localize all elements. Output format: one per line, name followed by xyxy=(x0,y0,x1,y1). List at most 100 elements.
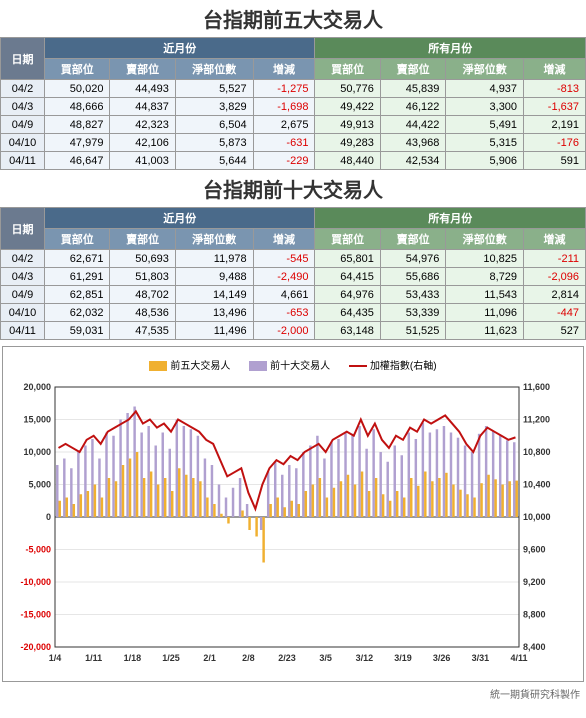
cell: 49,422 xyxy=(315,98,380,116)
cell: 48,536 xyxy=(110,304,175,322)
cell: -631 xyxy=(253,134,315,152)
cell: 42,323 xyxy=(110,116,175,134)
cell: 591 xyxy=(524,152,586,170)
sub-hdr: 增減 xyxy=(524,59,586,80)
table-row: 04/948,82742,3236,5042,67549,91344,4225,… xyxy=(1,116,586,134)
cell: 6,504 xyxy=(175,116,253,134)
sub-hdr: 增減 xyxy=(524,229,586,250)
svg-text:-15,000: -15,000 xyxy=(20,610,51,620)
cell: 48,702 xyxy=(110,286,175,304)
svg-text:3/19: 3/19 xyxy=(394,653,412,663)
cell: 4,937 xyxy=(446,80,524,98)
cell: 42,534 xyxy=(380,152,445,170)
cell: 46,647 xyxy=(45,152,110,170)
svg-text:5,000: 5,000 xyxy=(28,480,51,490)
cell: 5,491 xyxy=(446,116,524,134)
cell: 4,661 xyxy=(253,286,315,304)
cell: 3,300 xyxy=(446,98,524,116)
table-row: 04/262,67150,69311,978-54565,80154,97610… xyxy=(1,250,586,268)
cell: 47,979 xyxy=(45,134,110,152)
table-row: 04/1159,03147,53511,496-2,00063,14851,52… xyxy=(1,322,586,340)
sub-hdr: 賣部位 xyxy=(380,59,445,80)
cell: -211 xyxy=(524,250,586,268)
cell: 11,623 xyxy=(446,322,524,340)
cell: 04/11 xyxy=(1,152,45,170)
sub-hdr: 賣部位 xyxy=(110,229,175,250)
cell: 04/10 xyxy=(1,304,45,322)
svg-text:1/25: 1/25 xyxy=(162,653,180,663)
cell: 43,968 xyxy=(380,134,445,152)
sub-hdr: 賣部位 xyxy=(380,229,445,250)
cell: 48,827 xyxy=(45,116,110,134)
svg-text:8,800: 8,800 xyxy=(523,610,546,620)
table-row: 04/962,85148,70214,1494,66164,97653,4331… xyxy=(1,286,586,304)
legend-s2: 前十大交易人 xyxy=(270,361,330,372)
cell: -653 xyxy=(253,304,315,322)
cell: -2,000 xyxy=(253,322,315,340)
cell: -176 xyxy=(524,134,586,152)
legend: 前五大交易人 前十大交易人 加權指數(右軸) xyxy=(7,351,579,382)
svg-text:3/5: 3/5 xyxy=(319,653,332,663)
svg-text:3/12: 3/12 xyxy=(356,653,374,663)
cell: 04/10 xyxy=(1,134,45,152)
cell: 53,339 xyxy=(380,304,445,322)
svg-text:2/23: 2/23 xyxy=(278,653,296,663)
svg-text:2/1: 2/1 xyxy=(203,653,216,663)
svg-text:2/8: 2/8 xyxy=(242,653,255,663)
cell: 44,493 xyxy=(110,80,175,98)
chart-container: 前五大交易人 前十大交易人 加權指數(右軸) 20,00011,60015,00… xyxy=(2,346,584,682)
cell: 64,435 xyxy=(315,304,380,322)
cell: 53,433 xyxy=(380,286,445,304)
svg-text:-20,000: -20,000 xyxy=(20,642,51,652)
cell: 41,003 xyxy=(110,152,175,170)
cell: 04/2 xyxy=(1,250,45,268)
cell: -2,490 xyxy=(253,268,315,286)
svg-text:0: 0 xyxy=(46,512,51,522)
cell: 48,440 xyxy=(315,152,380,170)
cell: 62,032 xyxy=(45,304,110,322)
cell: 45,839 xyxy=(380,80,445,98)
legend-s1: 前五大交易人 xyxy=(170,361,230,372)
cell: 61,291 xyxy=(45,268,110,286)
cell: 5,315 xyxy=(446,134,524,152)
cell: 51,525 xyxy=(380,322,445,340)
svg-text:-5,000: -5,000 xyxy=(25,545,51,555)
table10-title: 台指期前十大交易人 xyxy=(0,170,586,207)
hdr-near: 近月份 xyxy=(45,38,315,59)
cell: 54,976 xyxy=(380,250,445,268)
cell: 49,913 xyxy=(315,116,380,134)
cell: 04/2 xyxy=(1,80,45,98)
cell: 2,814 xyxy=(524,286,586,304)
sub-hdr: 淨部位數 xyxy=(446,229,524,250)
cell: 5,644 xyxy=(175,152,253,170)
cell: 64,415 xyxy=(315,268,380,286)
cell: 46,122 xyxy=(380,98,445,116)
cell: 64,976 xyxy=(315,286,380,304)
cell: 62,671 xyxy=(45,250,110,268)
cell: 2,191 xyxy=(524,116,586,134)
cell: 44,422 xyxy=(380,116,445,134)
cell: -813 xyxy=(524,80,586,98)
cell: 8,729 xyxy=(446,268,524,286)
svg-text:1/11: 1/11 xyxy=(85,653,102,663)
svg-text:4/11: 4/11 xyxy=(510,653,527,663)
cell: 04/3 xyxy=(1,98,45,116)
svg-text:10,000: 10,000 xyxy=(23,447,51,457)
cell: 04/3 xyxy=(1,268,45,286)
svg-text:10,000: 10,000 xyxy=(523,512,551,522)
cell: 04/11 xyxy=(1,322,45,340)
cell: 11,096 xyxy=(446,304,524,322)
footer: 統一期貨研究科製作 xyxy=(0,684,586,703)
cell: 11,543 xyxy=(446,286,524,304)
cell: 5,873 xyxy=(175,134,253,152)
sub-hdr: 淨部位數 xyxy=(175,59,253,80)
sub-hdr: 買部位 xyxy=(315,59,380,80)
sub-hdr: 買部位 xyxy=(45,59,110,80)
cell: 13,496 xyxy=(175,304,253,322)
hdr-date: 日期 xyxy=(1,38,45,80)
sub-hdr: 增減 xyxy=(253,229,315,250)
cell: 50,020 xyxy=(45,80,110,98)
svg-text:-10,000: -10,000 xyxy=(20,577,51,587)
hdr-all: 所有月份 xyxy=(315,208,586,229)
legend-s3: 加權指數(右軸) xyxy=(370,361,437,372)
